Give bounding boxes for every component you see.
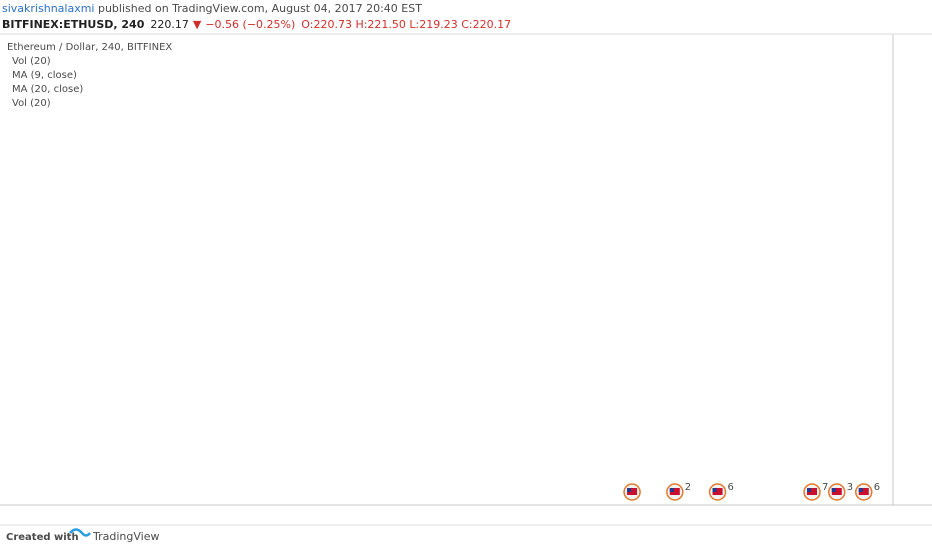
- publish-line: sivakrishnalaxmi published on TradingVie…: [2, 2, 422, 15]
- symbol-line: BITFINEX:ETHUSD, 240 220.17 ▼ −0.56 (−0.25%…: [2, 18, 511, 31]
- ohlc: O:220.73 H:221.50 L:219.23 C:220.17: [301, 18, 511, 31]
- event-count: 7: [822, 482, 828, 493]
- published: published on TradingView.com, August 04,…: [94, 2, 422, 15]
- event-flag: [627, 488, 638, 495]
- event-flag-canton: [712, 488, 717, 492]
- event-badge[interactable]: 7: [803, 482, 828, 501]
- event-badge[interactable]: 6: [855, 482, 880, 501]
- event-count: 3: [847, 482, 853, 493]
- symbol: BITFINEX:ETHUSD, 240: [2, 18, 145, 31]
- event-badge[interactable]: 2: [666, 482, 691, 501]
- change: −0.56 (−0.25%): [205, 18, 295, 31]
- event-badge[interactable]: 3: [828, 482, 853, 501]
- chart-title: Ethereum / Dollar, 240, BITFINEX: [7, 42, 172, 53]
- legend-item: Vol (20): [12, 98, 51, 109]
- event-flag-canton: [627, 488, 632, 492]
- last-price: 220.17: [150, 18, 189, 31]
- event-badge[interactable]: [623, 483, 641, 501]
- event-flag: [858, 488, 869, 495]
- footer-brand[interactable]: TradingView: [92, 530, 159, 543]
- logo: [69, 528, 91, 537]
- event-count: 6: [728, 482, 734, 493]
- event-count: 6: [874, 482, 880, 493]
- legend-item: MA (20, close): [12, 84, 83, 95]
- event-badge[interactable]: 6: [708, 482, 734, 501]
- legend-item: Vol (20): [12, 56, 51, 67]
- event-flag: [712, 488, 723, 495]
- event-flag: [807, 488, 818, 495]
- event-flag-canton: [807, 488, 812, 492]
- event-flag: [831, 488, 842, 495]
- event-flag: [669, 488, 680, 495]
- event-count: 2: [685, 482, 691, 493]
- event-flag-canton: [858, 488, 863, 492]
- event-flag-canton: [831, 488, 836, 492]
- author[interactable]: sivakrishnalaxmi: [2, 2, 94, 15]
- legend-item: MA (9, close): [12, 70, 77, 81]
- event-flag-canton: [669, 488, 674, 492]
- change-arrow: ▼: [193, 18, 202, 31]
- footer-created: Created with: [6, 532, 79, 543]
